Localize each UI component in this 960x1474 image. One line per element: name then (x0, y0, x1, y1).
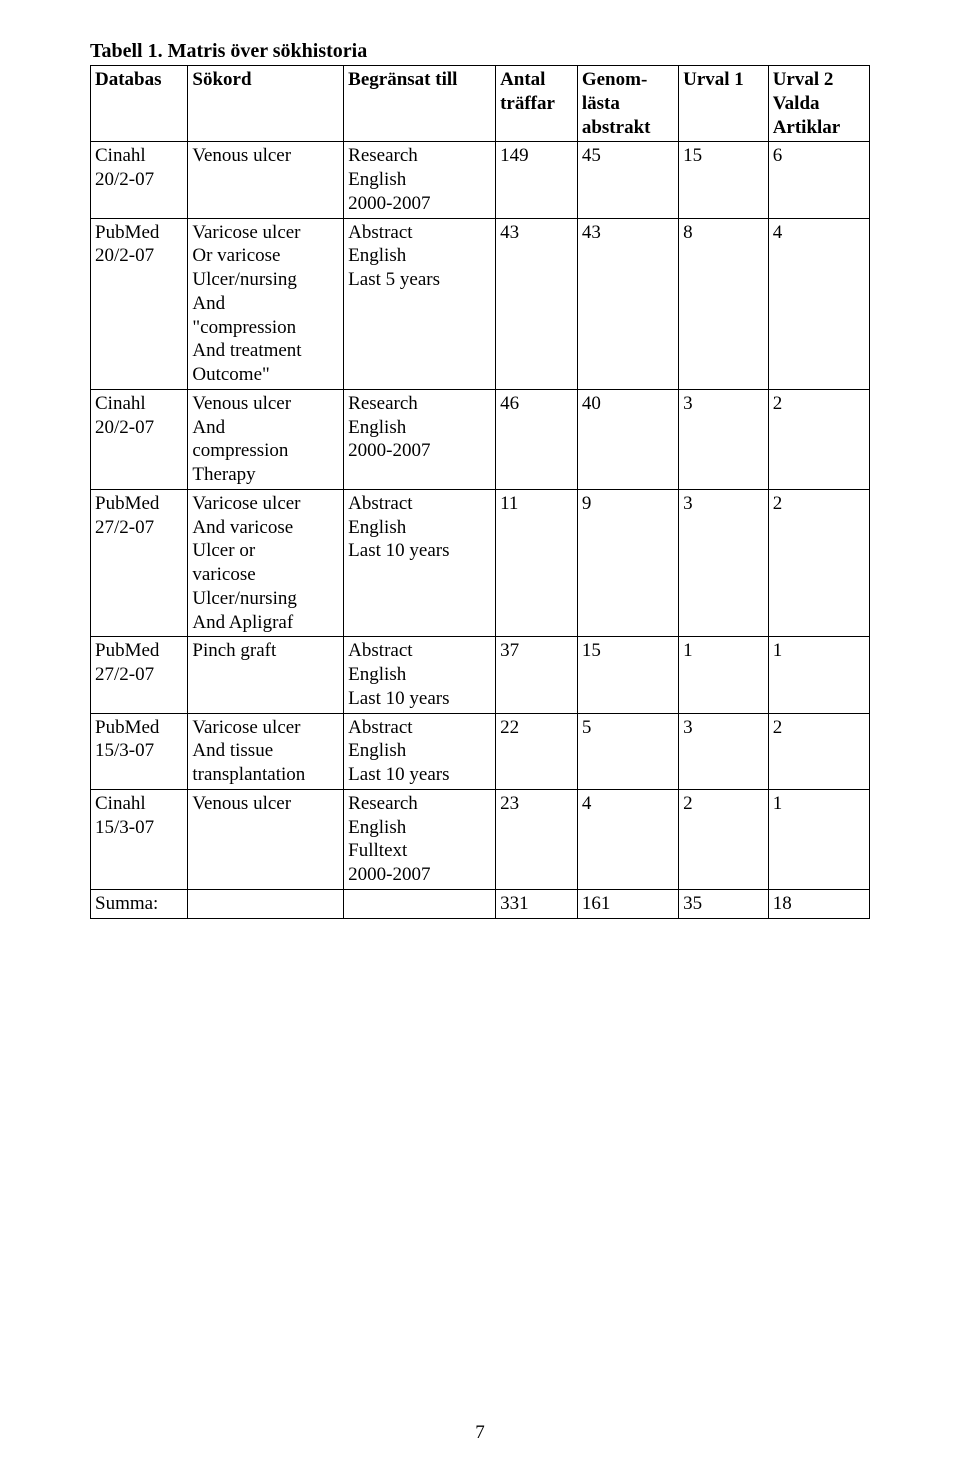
table-cell-c5: 5 (577, 713, 678, 789)
table-cell-c6: 3 (679, 489, 769, 637)
page-number: 7 (0, 1422, 960, 1444)
summary-urval1: 35 (679, 889, 769, 918)
table-row: Cinahl20/2-07Venous ulcerResearchEnglish… (91, 142, 870, 218)
table-row: PubMed20/2-07Varicose ulcerOr varicoseUl… (91, 218, 870, 389)
table-cell-c1: PubMed20/2-07 (91, 218, 188, 389)
table-summary-row: Summa: 331 161 35 18 (91, 889, 870, 918)
table-cell-c1: PubMed27/2-07 (91, 489, 188, 637)
table-cell-c3: AbstractEnglishLast 10 years (344, 637, 496, 713)
table-cell-c2: Venous ulcerAndcompressionTherapy (188, 389, 344, 489)
table-body: Cinahl20/2-07Venous ulcerResearchEnglish… (91, 142, 870, 890)
table-cell-c3: AbstractEnglishLast 10 years (344, 713, 496, 789)
summary-empty-2 (344, 889, 496, 918)
table-cell-c6: 3 (679, 389, 769, 489)
table-cell-c7: 2 (768, 713, 869, 789)
table-title: Tabell 1. Matris över sökhistoria (90, 40, 870, 63)
table-cell-c4: 23 (496, 789, 578, 889)
table-cell-c6: 15 (679, 142, 769, 218)
table-cell-c1: Cinahl15/3-07 (91, 789, 188, 889)
table-row: Cinahl20/2-07Venous ulcerAndcompressionT… (91, 389, 870, 489)
search-history-table: Databas Sökord Begränsat till Antalträff… (90, 65, 870, 919)
table-cell-c5: 9 (577, 489, 678, 637)
summary-empty-1 (188, 889, 344, 918)
summary-antal: 331 (496, 889, 578, 918)
col-header-sokord: Sökord (188, 66, 344, 142)
table-cell-c6: 1 (679, 637, 769, 713)
table-cell-c2: Varicose ulcerAnd varicoseUlcer orvarico… (188, 489, 344, 637)
table-cell-c7: 1 (768, 637, 869, 713)
summary-genomlasta: 161 (577, 889, 678, 918)
table-cell-c2: Venous ulcer (188, 789, 344, 889)
table-cell-c6: 3 (679, 713, 769, 789)
table-cell-c5: 45 (577, 142, 678, 218)
col-header-antal: Antalträffar (496, 66, 578, 142)
table-row: PubMed15/3-07Varicose ulcerAnd tissuetra… (91, 713, 870, 789)
table-header-row: Databas Sökord Begränsat till Antalträff… (91, 66, 870, 142)
table-cell-c4: 46 (496, 389, 578, 489)
table-cell-c2: Varicose ulcerAnd tissuetransplantation (188, 713, 344, 789)
table-cell-c4: 149 (496, 142, 578, 218)
table-cell-c3: ResearchEnglishFulltext2000-2007 (344, 789, 496, 889)
table-cell-c6: 8 (679, 218, 769, 389)
col-header-genomlasta: Genom-lästaabstrakt (577, 66, 678, 142)
col-header-begransat: Begränsat till (344, 66, 496, 142)
table-cell-c3: ResearchEnglish2000-2007 (344, 389, 496, 489)
col-header-urval1: Urval 1 (679, 66, 769, 142)
col-header-urval2: Urval 2ValdaArtiklar (768, 66, 869, 142)
table-cell-c7: 6 (768, 142, 869, 218)
table-cell-c7: 2 (768, 489, 869, 637)
table-cell-c6: 2 (679, 789, 769, 889)
col-header-databas: Databas (91, 66, 188, 142)
table-cell-c1: Cinahl20/2-07 (91, 142, 188, 218)
table-cell-c7: 1 (768, 789, 869, 889)
table-cell-c5: 15 (577, 637, 678, 713)
table-cell-c1: PubMed27/2-07 (91, 637, 188, 713)
table-cell-c7: 4 (768, 218, 869, 389)
table-cell-c5: 40 (577, 389, 678, 489)
table-row: PubMed27/2-07Pinch graftAbstractEnglishL… (91, 637, 870, 713)
table-cell-c5: 4 (577, 789, 678, 889)
table-cell-c4: 11 (496, 489, 578, 637)
table-cell-c2: Venous ulcer (188, 142, 344, 218)
summary-urval2: 18 (768, 889, 869, 918)
table-cell-c4: 22 (496, 713, 578, 789)
table-cell-c3: AbstractEnglishLast 5 years (344, 218, 496, 389)
table-cell-c4: 43 (496, 218, 578, 389)
page: Tabell 1. Matris över sökhistoria Databa… (0, 0, 960, 1474)
table-row: PubMed27/2-07Varicose ulcerAnd varicoseU… (91, 489, 870, 637)
table-cell-c5: 43 (577, 218, 678, 389)
summary-label: Summa: (91, 889, 188, 918)
table-cell-c2: Pinch graft (188, 637, 344, 713)
table-cell-c1: Cinahl20/2-07 (91, 389, 188, 489)
table-cell-c7: 2 (768, 389, 869, 489)
table-cell-c4: 37 (496, 637, 578, 713)
table-cell-c1: PubMed15/3-07 (91, 713, 188, 789)
table-cell-c3: AbstractEnglishLast 10 years (344, 489, 496, 637)
table-cell-c3: ResearchEnglish2000-2007 (344, 142, 496, 218)
table-cell-c2: Varicose ulcerOr varicoseUlcer/nursingAn… (188, 218, 344, 389)
table-row: Cinahl15/3-07Venous ulcerResearchEnglish… (91, 789, 870, 889)
